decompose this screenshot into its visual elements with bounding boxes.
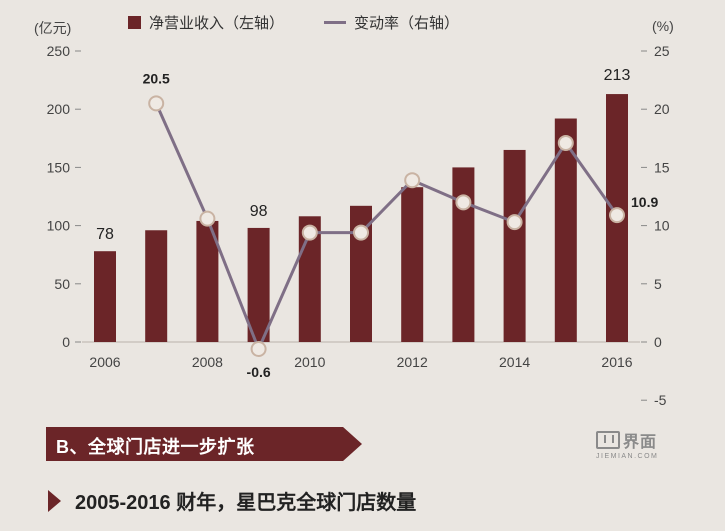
bar xyxy=(554,118,577,343)
left-tick-label: 0 xyxy=(62,334,70,350)
legend-line-swatch xyxy=(324,21,347,24)
bar xyxy=(503,149,526,342)
line-point xyxy=(353,224,369,241)
subtitle-text: 2005-2016 财年，星巴克全球门店数量 xyxy=(75,492,417,514)
watermark-main: 界面 xyxy=(623,434,658,451)
data-label: 20.5 xyxy=(143,70,170,86)
bar xyxy=(247,227,270,342)
data-label: 98 xyxy=(250,203,268,220)
line-point xyxy=(404,172,421,189)
bar xyxy=(196,220,219,342)
line-point xyxy=(506,214,523,231)
right-tick-label: 20 xyxy=(654,101,670,117)
bar xyxy=(94,251,116,342)
line-point xyxy=(250,340,267,357)
left-axis-unit: (亿元) xyxy=(34,20,72,36)
watermark: 界面 JIEMIAN.COM xyxy=(596,428,658,460)
jiemian-logo-icon xyxy=(596,431,620,449)
x-tick-label: 2006 xyxy=(89,354,120,370)
left-tick-label: 50 xyxy=(54,276,70,292)
section-title: B、全球门店进一步扩张 xyxy=(56,437,255,457)
right-tick-label: 10 xyxy=(654,218,670,234)
triangle-icon xyxy=(48,489,61,512)
right-tick-label: -5 xyxy=(654,392,667,408)
line-point xyxy=(301,224,318,241)
legend-line-label: 变动率（右轴） xyxy=(354,15,460,32)
x-tick-label: 2014 xyxy=(499,354,530,370)
bar xyxy=(452,167,475,342)
line-point xyxy=(148,95,165,112)
bar xyxy=(350,205,372,342)
bar xyxy=(401,187,424,342)
line-point xyxy=(609,207,625,224)
line-series xyxy=(154,102,619,351)
section-banner: B、全球门店进一步扩张 xyxy=(46,427,362,461)
combo-chart: 0 50 100 150 200 250 -5 0 5 10 15 20 25 2006 2008 2010 2… xyxy=(47,43,670,408)
data-label: 78 xyxy=(96,226,114,243)
right-tick-label: 0 xyxy=(654,334,662,350)
left-tick-label: 200 xyxy=(47,101,71,117)
data-label: 213 xyxy=(604,67,631,84)
legend-bar-label: 净营业收入（左轴） xyxy=(149,15,285,32)
x-tick-label: 2010 xyxy=(294,354,325,370)
right-axis-unit: (%) xyxy=(652,18,674,34)
line-point xyxy=(557,134,574,151)
left-tick-label: 100 xyxy=(47,218,71,234)
subtitle: 2005-2016 财年，星巴克全球门店数量 xyxy=(48,486,416,515)
data-label: -0.6 xyxy=(247,364,271,380)
x-tick-label: 2016 xyxy=(601,354,632,370)
line-point xyxy=(455,194,472,211)
legend: 净营业收入（左轴） 变动率（右轴） xyxy=(128,12,459,33)
x-tick-label: 2008 xyxy=(192,354,223,370)
bar xyxy=(145,230,168,342)
right-tick-label: 5 xyxy=(654,276,662,292)
left-tick-label: 250 xyxy=(47,43,71,59)
legend-bar-swatch xyxy=(128,16,141,29)
line-point xyxy=(199,210,216,227)
left-tick-label: 150 xyxy=(47,159,71,175)
right-tick-label: 25 xyxy=(654,43,670,59)
right-tick-label: 15 xyxy=(654,159,670,175)
watermark-sub: JIEMIAN.COM xyxy=(596,453,659,460)
data-label: 10.9 xyxy=(631,194,658,210)
x-tick-label: 2012 xyxy=(397,354,428,370)
